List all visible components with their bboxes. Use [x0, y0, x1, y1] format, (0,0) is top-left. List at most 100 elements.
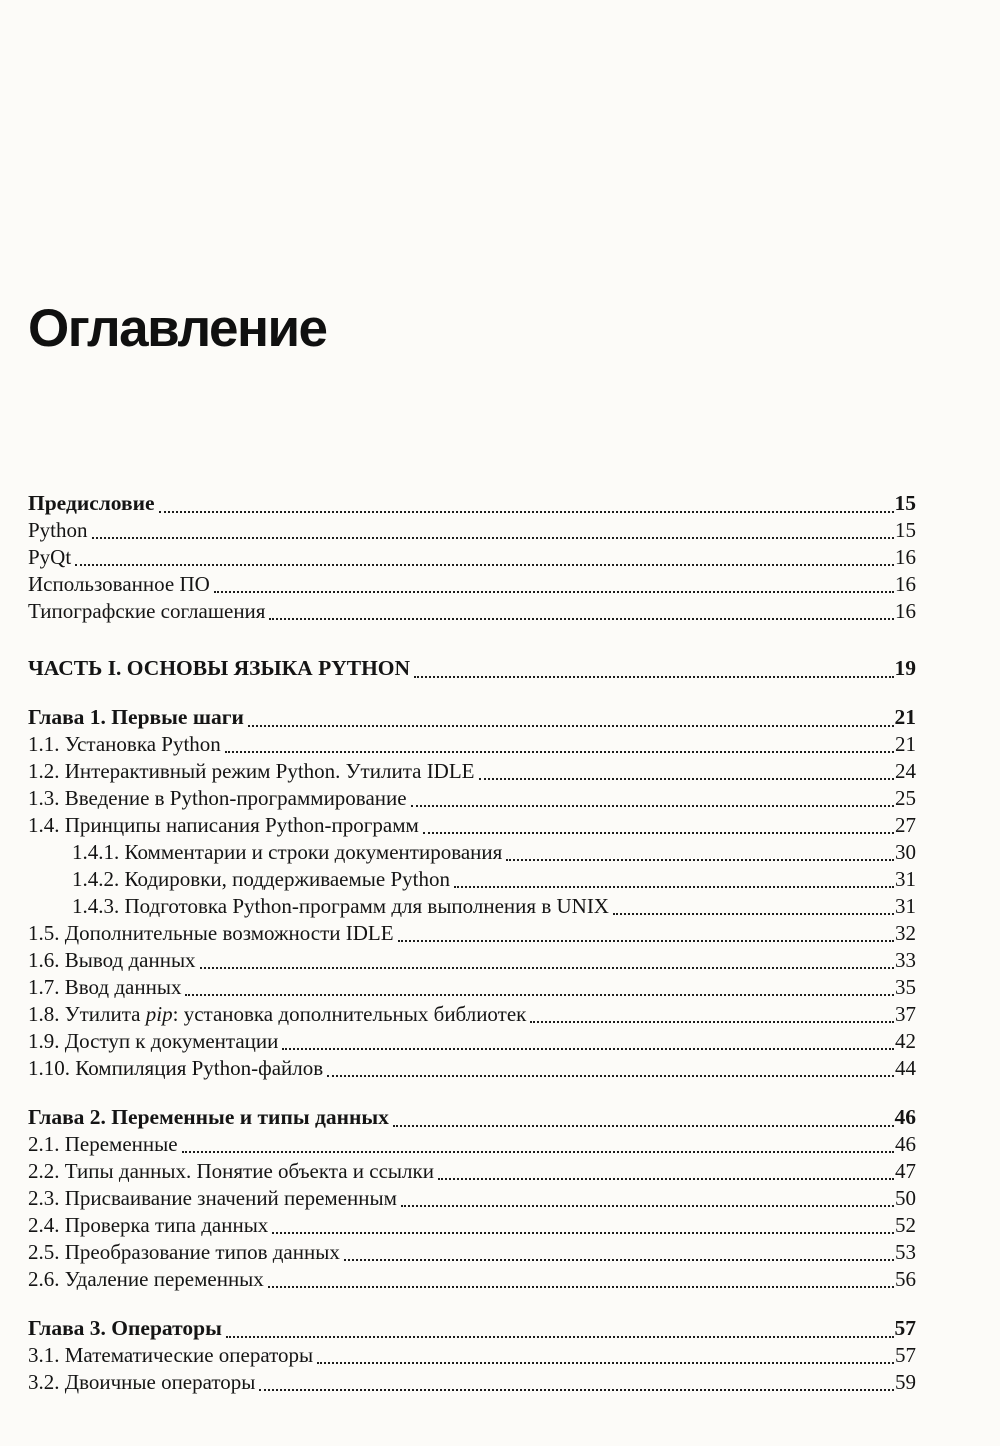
toc-entry-label: Python [28, 518, 88, 543]
toc-entry: 1.10. Компиляция Python-файлов 44 [28, 1055, 916, 1082]
toc-entry-page-number: 46 [894, 1105, 917, 1130]
toc-entry-page-number: 37 [895, 1002, 916, 1027]
toc-entry-label: Предисловие [28, 491, 155, 516]
toc-entry-label: 1.6. Вывод данных [28, 948, 196, 973]
dot-leader [267, 1286, 894, 1289]
toc-entry-page-number: 53 [895, 1240, 916, 1265]
toc-entry: 3.1. Математические операторы 57 [28, 1342, 916, 1369]
toc-entry-label: 2.2. Типы данных. Понятие объекта и ссыл… [28, 1159, 434, 1184]
toc-entry-label: 3.2. Двоичные операторы [28, 1370, 256, 1395]
toc-entry-label: 1.9. Доступ к документации [28, 1029, 279, 1054]
toc-entry: 1.4. Принципы написания Python-программ 2… [28, 812, 916, 839]
toc-entry: 1.2. Интерактивный режим Python. Утилита… [28, 758, 916, 785]
toc-entry-page-number: 21 [894, 705, 917, 730]
toc-entry-page-number: 31 [895, 894, 916, 919]
toc-entry: 2.5. Преобразование типов данных 53 [28, 1239, 916, 1266]
toc-entry-page-number: 16 [895, 545, 916, 570]
toc-entry: Типографские соглашения 16 [28, 598, 916, 625]
toc-entry-label: 1.4. Принципы написания Python-программ [28, 813, 419, 838]
table-of-contents: Предисловие 15 Python 15 PyQt 16 Использованно… [28, 490, 916, 1396]
dot-leader [414, 676, 894, 679]
toc-entry-page-number: 59 [895, 1370, 916, 1395]
toc-entry: 2.3. Присваивание значений переменным 50 [28, 1185, 916, 1212]
toc-entry-label: 1.4.2. Кодировки, поддерживаемые Python [72, 867, 450, 892]
toc-entry: 1.5. Дополнительные возможности IDLE 32 [28, 920, 916, 947]
dot-leader [397, 940, 894, 943]
dot-leader [343, 1259, 894, 1262]
toc-entry: 1.1. Установка Python 21 [28, 731, 916, 758]
dot-leader [282, 1048, 894, 1051]
toc-entry-page-number: 44 [895, 1056, 916, 1081]
dot-leader [247, 725, 894, 728]
dot-leader [410, 805, 894, 808]
dot-leader [530, 1021, 894, 1024]
toc-entry: ЧАСТЬ I. ОСНОВЫ ЯЗЫКА PYTHON 19 [28, 655, 916, 682]
toc-entry-label-part: 1.8. Утилита [28, 1002, 146, 1027]
toc-entry-label: Глава 2. Переменные и типы данных [28, 1105, 389, 1130]
toc-entry-page-number: 33 [895, 948, 916, 973]
toc-entry-label: PyQt [28, 545, 72, 570]
dot-leader [453, 886, 894, 889]
toc-entry-label: 1.10. Компиляция Python-файлов [28, 1056, 324, 1081]
toc-entry: 1.3. Введение в Python-программирование 2… [28, 785, 916, 812]
dot-leader [185, 994, 894, 997]
toc-entry-label: Глава 1. Первые шаги [28, 705, 244, 730]
toc-entry-page-number: 46 [895, 1132, 916, 1157]
toc-entry: Использованное ПО 16 [28, 571, 916, 598]
dot-leader [317, 1362, 894, 1365]
dot-leader [158, 511, 894, 514]
dot-leader [612, 913, 894, 916]
toc-entry-page-number: 24 [895, 759, 916, 784]
toc-entry: Python 15 [28, 517, 916, 544]
toc-entry-label: 2.4. Проверка типа данных [28, 1213, 269, 1238]
dot-leader [327, 1075, 894, 1078]
toc-entry-page-number: 16 [895, 599, 916, 624]
dot-leader [437, 1178, 894, 1181]
toc-entry-label: 1.4.3. Подготовка Python-программ для вы… [72, 894, 609, 919]
dot-leader [392, 1125, 894, 1128]
toc-entry: 1.4.3. Подготовка Python-программ для вы… [28, 893, 916, 920]
dot-leader [422, 832, 894, 835]
toc-entry-label: 2.1. Переменные [28, 1132, 178, 1157]
toc-entry-page-number: 21 [895, 732, 916, 757]
toc-entry: 1.8. Утилита pip: установка дополнительн… [28, 1001, 916, 1028]
toc-entry-page-number: 27 [895, 813, 916, 838]
dot-leader [181, 1151, 894, 1154]
toc-entry-label: 1.2. Интерактивный режим Python. Утилита… [28, 759, 475, 784]
toc-entry: 1.6. Вывод данных 33 [28, 947, 916, 974]
toc-entry: Предисловие 15 [28, 490, 916, 517]
toc-entry-label: 2.5. Преобразование типов данных [28, 1240, 340, 1265]
dot-leader [225, 1336, 894, 1339]
toc-entry-label: 2.6. Удаление переменных [28, 1267, 264, 1292]
toc-entry-page-number: 56 [895, 1267, 916, 1292]
toc-entry: PyQt 16 [28, 544, 916, 571]
toc-entry-label: Типографские соглашения [28, 599, 266, 624]
toc-entry: Глава 1. Первые шаги 21 [28, 704, 916, 731]
toc-entry-page-number: 31 [895, 867, 916, 892]
toc-entry-label: 1.5. Дополнительные возможности IDLE [28, 921, 394, 946]
toc-entry: 3.2. Двоичные операторы 59 [28, 1369, 916, 1396]
toc-entry-page-number: 15 [894, 491, 917, 516]
toc-entry-page-number: 50 [895, 1186, 916, 1211]
dot-leader [199, 967, 894, 970]
dot-leader [269, 618, 894, 621]
toc-entry-label: 1.7. Ввод данных [28, 975, 182, 1000]
toc-entry-label: Использованное ПО [28, 572, 210, 597]
toc-entry: 1.7. Ввод данных 35 [28, 974, 916, 1001]
dot-leader [272, 1232, 894, 1235]
dot-leader [91, 537, 894, 540]
dot-leader [478, 778, 894, 781]
toc-entry-page-number: 57 [894, 1316, 917, 1341]
page-title: Оглавление [28, 299, 328, 358]
toc-entry-label: 1.3. Введение в Python-программирование [28, 786, 407, 811]
toc-entry-label: 2.3. Присваивание значений переменным [28, 1186, 397, 1211]
toc-entry-page-number: 57 [895, 1343, 916, 1368]
toc-entry: Глава 2. Переменные и типы данных 46 [28, 1104, 916, 1131]
toc-entry-page-number: 16 [895, 572, 916, 597]
toc-entry-label: 1.4.1. Комментарии и строки документиров… [72, 840, 503, 865]
dot-leader [400, 1205, 894, 1208]
toc-entry-page-number: 52 [895, 1213, 916, 1238]
toc-entry-label: Глава 3. Операторы [28, 1316, 222, 1341]
toc-entry-label: 1.8. Утилита pip: установка дополнительн… [28, 1001, 526, 1028]
